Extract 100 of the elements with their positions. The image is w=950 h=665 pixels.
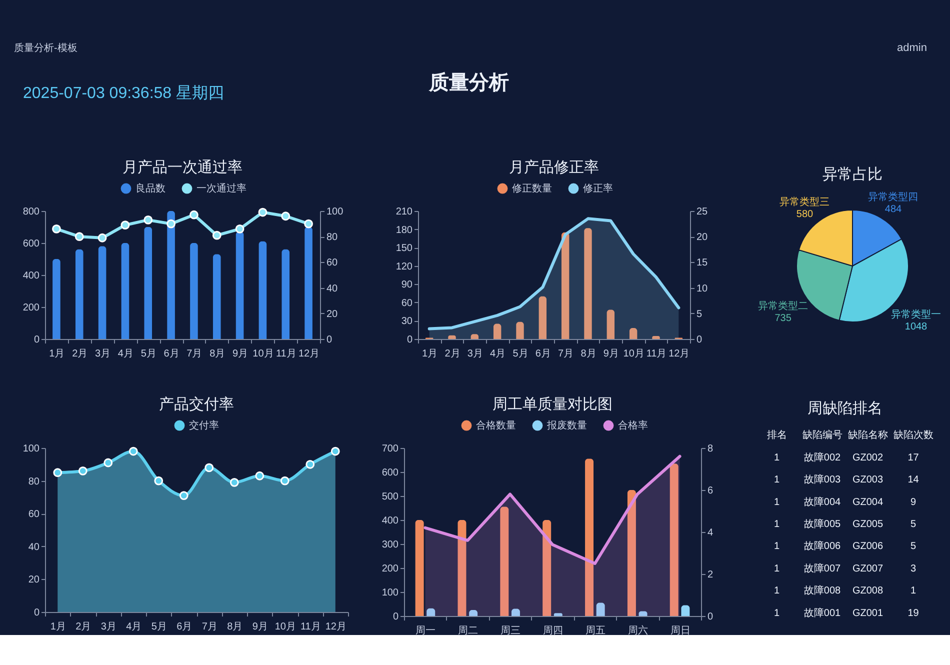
x-tick-label: 周四 [543,626,563,636]
y-tick-label: 100 [22,444,40,454]
legend-label: 一次通过率 [196,182,246,195]
x-tick-label: 3月 [95,348,111,360]
chart-title: 月产品一次通过率 [122,159,242,176]
y-tick-label: 60 [28,509,40,520]
text: 1 [774,452,780,464]
bar [561,232,570,339]
text: 1 [910,586,916,597]
slice-label: 异常类型三 [780,196,830,208]
y-tick-label: 500 [382,492,399,502]
bar [670,464,678,616]
bar [212,254,221,339]
y-tick-label: 0 [34,608,40,618]
point [190,210,198,220]
x-tick-label: 5月 [140,348,156,360]
y-tick-label: 200 [382,564,399,574]
x-tick-label: 4月 [118,348,134,360]
category-label: 缺陷编号 [802,429,842,442]
y-tick-label: 0 [34,334,40,346]
y-tick-label: 200 [22,302,40,314]
x-tick-label: 3月 [467,348,483,360]
legend-label: 报废数量 [546,420,587,432]
bar [584,228,592,339]
legend-label: 合格数量 [476,420,516,432]
y-tick-label: 600 [382,468,399,478]
y2-tick-label: 0 [696,334,702,346]
x-tick-label: 9月 [232,348,248,360]
text: 1 [774,608,780,619]
y2-tick-label: 8 [708,444,714,454]
x-tick-label: 8月 [210,348,226,360]
text: 故障004 [804,496,841,508]
bar [144,227,152,339]
bar [596,602,605,616]
y2-tick-label: 15 [696,258,708,269]
y-tick-label: 150 [396,243,413,254]
text: 1 [774,474,780,486]
text: 周缺陷排名 [808,400,882,418]
x-tick-label: 2月 [72,348,88,360]
point [120,220,130,230]
y2-tick-label: 5 [696,308,702,320]
x-tick-label: 7月 [202,622,218,632]
bar [236,232,244,339]
text: 2025-07-03 09:36:58 星期四 [23,84,224,102]
x-tick-label: 6月 [535,348,551,360]
bar [585,458,594,616]
legend-label: 交付率 [189,420,219,432]
bar [304,227,312,339]
y-tick-label: 0 [406,334,413,346]
y-tick-label: 400 [382,516,399,526]
x-tick-label: 5月 [151,622,167,632]
y2-tick-label: 25 [696,206,708,218]
text: 1 [774,496,780,508]
y-tick-label: 800 [22,206,40,218]
y2-tick-label: 0 [326,334,332,346]
bar [538,296,547,339]
bar [167,211,175,339]
y-tick-label: 180 [396,224,413,236]
x-tick-label: 7月 [186,348,202,360]
point [212,230,222,240]
x-tick-label: 12月 [298,348,320,360]
bar [629,328,638,339]
point [74,232,84,242]
bar [627,490,636,616]
text: GZ003 [852,474,884,486]
text: admin [897,42,927,54]
y2-tick-label: 4 [708,528,714,538]
point [52,224,61,234]
y-tick-label: 300 [382,540,399,550]
point [53,468,62,478]
x-tick-label: 周五 [585,626,606,636]
point [230,478,239,487]
point [179,491,188,500]
data-label: 484 [884,204,902,216]
x-tick-label: 4月 [126,622,142,632]
x-tick-label: 1月 [422,348,438,360]
text: 1 [774,586,780,597]
text: 19 [908,608,919,619]
y-tick-label: 700 [382,444,399,454]
y2-tick-label: 2 [708,570,714,580]
x-tick-label: 10月 [274,622,296,632]
y-tick-label: 80 [28,476,40,488]
y-tick-label: 0 [392,612,399,622]
legend-label: 良品数 [136,182,166,195]
x-tick-label: 11月 [300,622,321,632]
x-tick-label: 3月 [100,622,116,632]
y2-tick-label: 40 [326,283,338,294]
x-tick-label: 1月 [50,622,66,632]
x-tick-label: 6月 [164,348,180,360]
bar [493,324,502,339]
x-tick-label: 4月 [490,348,506,360]
bar [190,243,198,339]
data-label: 580 [796,208,814,220]
x-tick-label: 2月 [444,348,460,360]
y-tick-label: 20 [28,574,40,586]
bar [458,520,466,616]
x-tick-label: 9月 [603,348,619,360]
text: 故障006 [804,541,841,552]
data-label: 1048 [904,322,928,333]
slice-label: 异常类型四 [868,191,918,204]
